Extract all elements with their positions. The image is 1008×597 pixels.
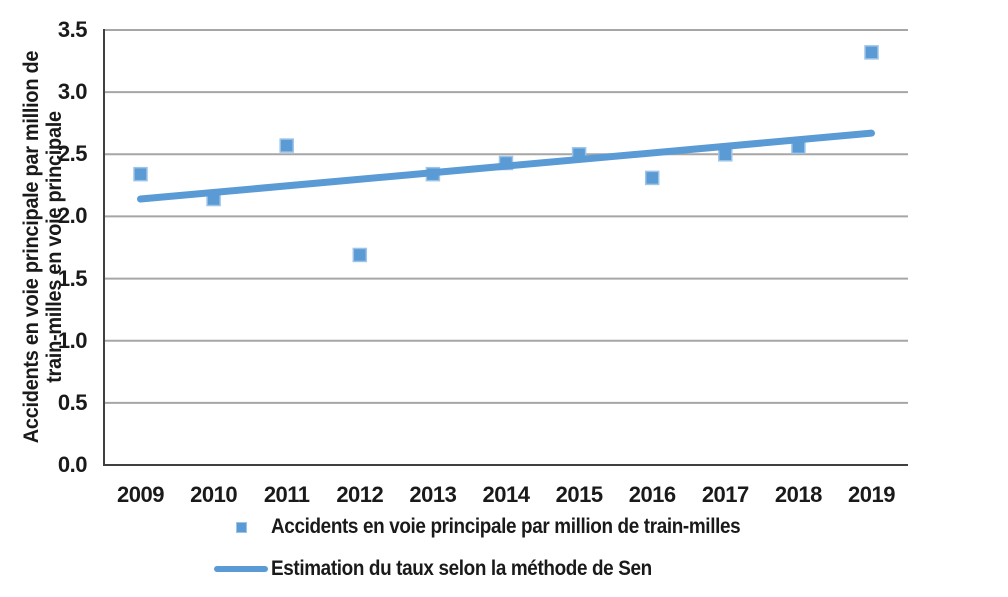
- legend-label-accidents: Accidents en voie principale par million…: [271, 515, 741, 538]
- y-tick-label: 1.0: [57, 327, 88, 353]
- legend-item-accidents: Accidents en voie principale par million…: [214, 513, 792, 541]
- x-tick-label: 2016: [628, 482, 676, 507]
- legend-line-marker-icon: [214, 566, 268, 572]
- trend-line: [137, 129, 875, 203]
- y-axis-tick-labels: 0.0 0.5 1.0 1.5 2.0 2.5 3.0 3.5: [0, 0, 95, 590]
- chart-legend: Accidents en voie principale par million…: [214, 513, 792, 597]
- data-point-2009: [133, 166, 148, 182]
- y-tick-label: 2.5: [57, 141, 88, 167]
- x-tick-label: 2014: [482, 482, 530, 507]
- y-tick-label: 0.5: [57, 389, 88, 415]
- y-tick-label: 3.0: [57, 79, 88, 105]
- x-tick-label: 2009: [117, 482, 164, 507]
- legend-marker-cell: [214, 521, 268, 533]
- x-tick-label: 2015: [555, 482, 603, 507]
- x-tick-label: 2017: [701, 482, 749, 507]
- y-tick-label: 1.5: [57, 265, 88, 291]
- x-tick-label: 2012: [336, 482, 384, 507]
- data-point-2016: [644, 170, 660, 186]
- y-tick-label: 2.0: [57, 203, 88, 229]
- x-tick-label: 2018: [774, 482, 822, 507]
- x-tick-label: 2011: [263, 482, 310, 507]
- legend-marker-cell: [214, 566, 268, 572]
- x-axis-tick-labels: 2009 2010 2011 2012 2013 2014 2015 2016 2017 2018…: [0, 481, 1008, 509]
- x-tick-label: 2019: [848, 482, 895, 507]
- legend-label-sen: Estimation du taux selon la méthode de S…: [271, 557, 652, 580]
- data-point-2019: [864, 45, 879, 60]
- data-point-2012: [352, 247, 368, 263]
- y-tick-label: 3.5: [57, 17, 88, 42]
- data-point-2011: [279, 138, 294, 153]
- legend-item-sen: Estimation du taux selon la méthode de S…: [214, 555, 792, 583]
- y-tick-label: 0.0: [57, 452, 88, 477]
- x-tick-label: 2010: [190, 482, 238, 507]
- x-tick-label: 2013: [409, 482, 457, 507]
- legend-square-marker-icon: [235, 521, 247, 533]
